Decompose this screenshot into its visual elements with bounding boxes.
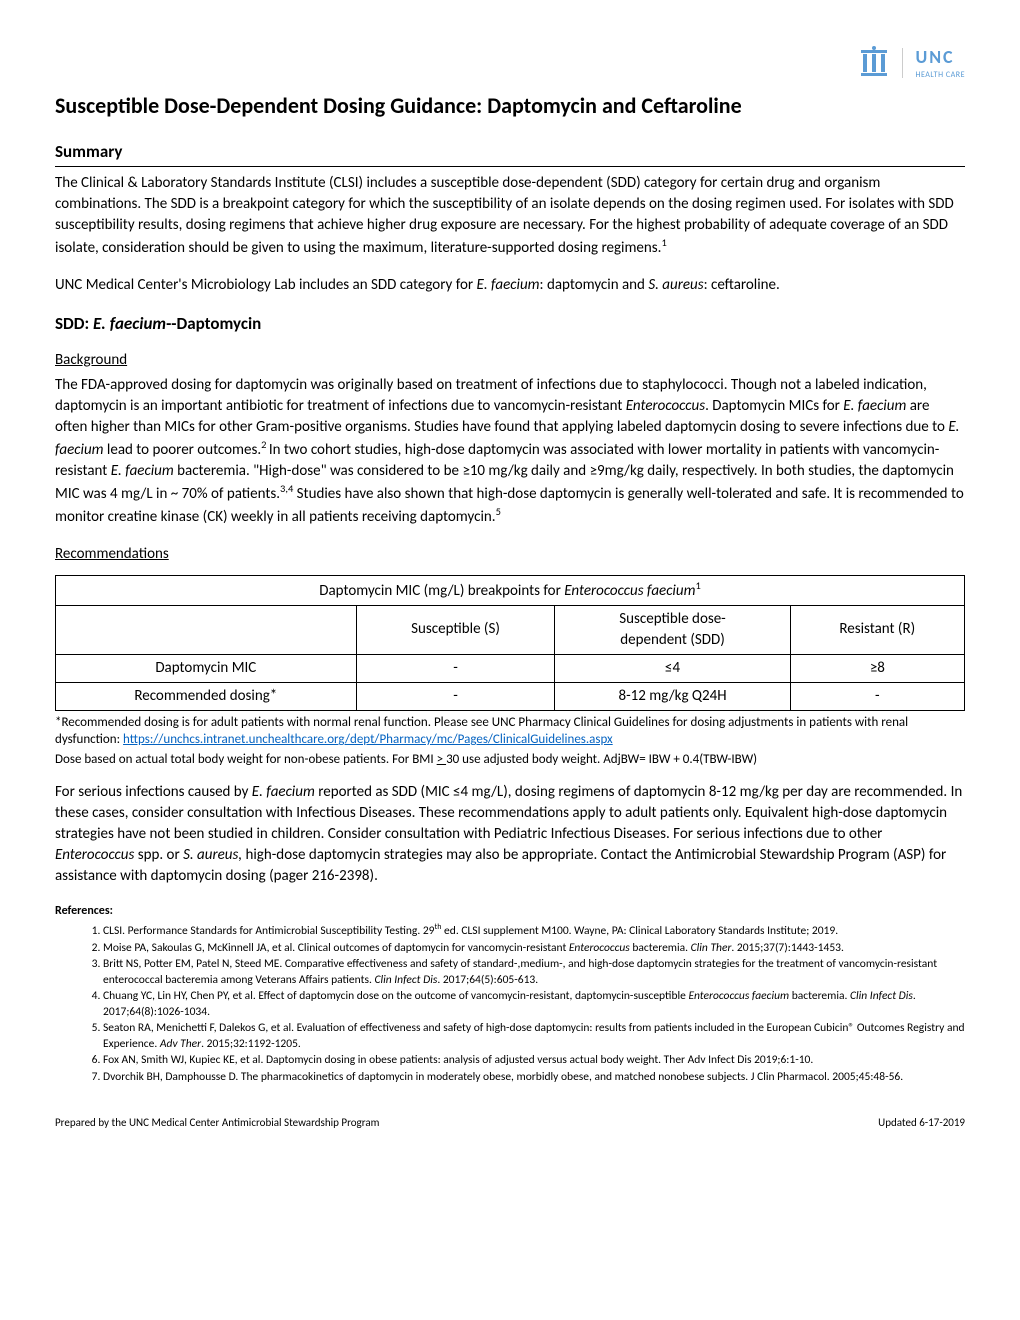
col-resistant: Resistant (R) xyxy=(790,605,964,654)
summary-para-1: The Clinical & Laboratory Standards Inst… xyxy=(55,173,965,259)
sdd-section-header: SDD: E. faecium--Daptomycin xyxy=(55,312,965,336)
summary-header: Summary xyxy=(55,140,965,167)
ref-3: Britt NS, Potter EM, Patel N, Steed ME. … xyxy=(103,957,965,988)
row1-s: - xyxy=(356,654,555,682)
logo-sub-text: HEALTH CARE xyxy=(915,70,965,81)
background-para: The FDA-approved dosing for daptomycin w… xyxy=(55,375,965,528)
page-footer: Prepared by the UNC Medical Center Antim… xyxy=(55,1115,965,1130)
summary-para-2: UNC Medical Center's Microbiology Lab in… xyxy=(55,275,965,296)
row2-sdd: 8-12 mg/kg Q24H xyxy=(555,682,790,710)
footer-left: Prepared by the UNC Medical Center Antim… xyxy=(55,1115,379,1130)
col-sdd: Susceptible dose-dependent (SDD) xyxy=(555,605,790,654)
ref-6: Fox AN, Smith WJ, Kupiec KE, et al. Dapt… xyxy=(103,1053,965,1069)
row1-sdd: ≤4 xyxy=(555,654,790,682)
background-label: Background xyxy=(55,350,965,371)
row2-label: Recommended dosing* xyxy=(56,682,357,710)
table-header-row: Susceptible (S) Susceptible dose-depende… xyxy=(56,605,965,654)
footnote-1: *Recommended dosing is for adult patient… xyxy=(55,714,965,749)
ref-5: Seaton RA, Menichetti F, Dalekos G, et a… xyxy=(103,1021,965,1052)
logo-area: UNC HEALTH CARE xyxy=(55,45,965,81)
breakpoints-table: Daptomycin MIC (mg/L) breakpoints for En… xyxy=(55,575,965,711)
table-row-mic: Daptomycin MIC - ≤4 ≥8 xyxy=(56,654,965,682)
row1-r: ≥8 xyxy=(790,654,964,682)
ref-1: CLSI. Performance Standards for Antimicr… xyxy=(103,922,965,939)
page-title: Susceptible Dose-Dependent Dosing Guidan… xyxy=(55,91,965,122)
table-title-cell: Daptomycin MIC (mg/L) breakpoints for En… xyxy=(56,575,965,605)
guidelines-link[interactable]: https://unchcs.intranet.unchealthcare.or… xyxy=(123,732,613,747)
closing-para: For serious infections caused by E. faec… xyxy=(55,782,965,887)
ref-4: Chuang YC, Lin HY, Chen PY, et al. Effec… xyxy=(103,989,965,1020)
footnote-2: Dose based on actual total body weight f… xyxy=(55,751,965,769)
ref-2: Moise PA, Sakoulas G, McKinnell JA, et a… xyxy=(103,941,965,957)
ref-7: Dvorchik BH, Damphousse D. The pharmacok… xyxy=(103,1070,965,1086)
table-row-dosing: Recommended dosing* - 8-12 mg/kg Q24H - xyxy=(56,682,965,710)
logo-main-text: UNC xyxy=(915,46,954,68)
footer-right: Updated 6-17-2019 xyxy=(878,1115,965,1130)
row1-label: Daptomycin MIC xyxy=(56,654,357,682)
logo-text-block: UNC HEALTH CARE xyxy=(915,45,965,81)
logo-divider xyxy=(902,48,903,78)
col-susceptible: Susceptible (S) xyxy=(356,605,555,654)
row2-r: - xyxy=(790,682,964,710)
references-header: References: xyxy=(55,903,965,920)
table-title-row: Daptomycin MIC (mg/L) breakpoints for En… xyxy=(56,575,965,605)
table-empty-header xyxy=(56,605,357,654)
row2-s: - xyxy=(356,682,555,710)
references-list: CLSI. Performance Standards for Antimicr… xyxy=(55,922,965,1085)
recommendations-label: Recommendations xyxy=(55,544,965,565)
unc-pillar-icon xyxy=(858,45,890,81)
